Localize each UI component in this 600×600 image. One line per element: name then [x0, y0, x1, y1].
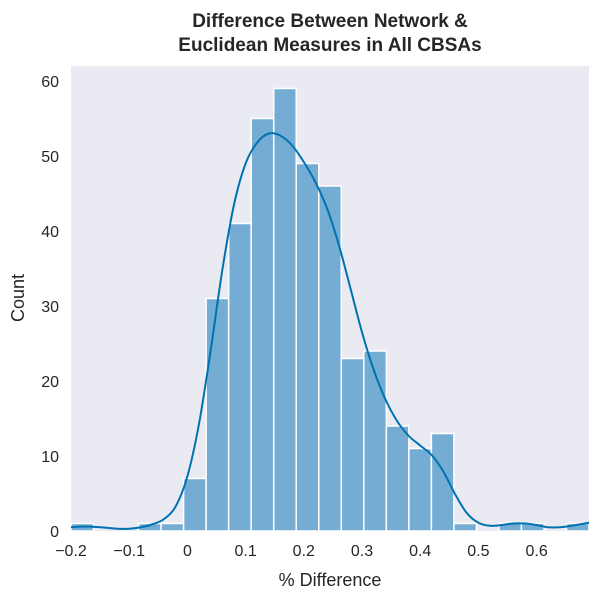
- y-axis-ticks: 0 10 20 30 40 50 60: [41, 74, 59, 541]
- chart-title-line-2: Euclidean Measures in All CBSAs: [178, 35, 481, 56]
- histogram-bar-10: [295, 162, 320, 532]
- x-tick-label: 0.4: [409, 543, 431, 560]
- y-tick-label: 50: [41, 149, 59, 166]
- histogram-bars: [70, 87, 590, 532]
- x-tick-label: −0.2: [55, 543, 87, 560]
- x-tick-label: 0.5: [467, 543, 489, 560]
- histogram-bar-12: [340, 357, 365, 532]
- histogram-bar-7: [227, 222, 252, 532]
- histogram-bar-4: [160, 522, 185, 532]
- y-tick-label: 10: [41, 449, 59, 466]
- x-axis-ticks: −0.2 −0.1 0 0.1 0.2 0.3 0.4 0.5 0.6: [55, 543, 548, 560]
- x-axis-label: % Difference: [279, 570, 382, 590]
- x-tick-label: 0.3: [351, 543, 373, 560]
- chart-title-line-1: Difference Between Network &: [192, 11, 468, 32]
- histogram-bar-9: [272, 87, 297, 532]
- x-tick-label: −0.1: [113, 543, 145, 560]
- y-tick-label: 0: [50, 524, 59, 541]
- y-axis-label: Count: [8, 274, 28, 322]
- histogram-bar-8: [250, 117, 275, 532]
- histogram-bar-16: [430, 432, 455, 532]
- kde-curve: [70, 132, 590, 530]
- histogram-bar-17: [453, 522, 478, 532]
- histogram-bar-15: [408, 447, 433, 532]
- y-tick-label: 20: [41, 374, 59, 391]
- histogram-bar-6: [205, 297, 230, 532]
- x-tick-label: 0.2: [293, 543, 315, 560]
- histogram-bar-14: [385, 425, 410, 532]
- histogram-bar-5: [182, 477, 207, 532]
- y-tick-label: 30: [41, 299, 59, 316]
- histogram-bar-11: [318, 185, 343, 532]
- y-tick-label: 40: [41, 224, 59, 241]
- x-tick-label: 0.6: [525, 543, 547, 560]
- x-tick-label: 0.1: [234, 543, 256, 560]
- y-tick-label: 60: [41, 74, 59, 91]
- x-tick-label: 0: [183, 543, 192, 560]
- histogram-bar-13: [363, 350, 388, 532]
